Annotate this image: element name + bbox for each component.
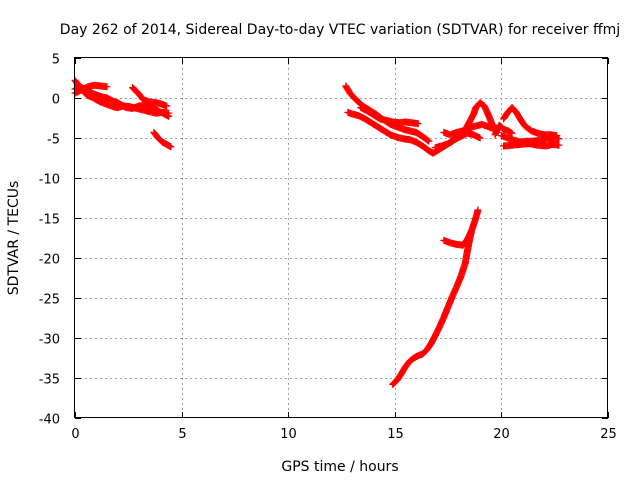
x-tick-label: 10 [280,427,297,442]
x-tick-label: 0 [71,427,79,442]
axis-ticks [75,58,609,419]
data-point [163,102,171,110]
x-tick-label: 5 [178,427,186,442]
y-tick-label: -25 [39,293,60,308]
data-series-arc-11 [491,121,516,139]
data-series-arc-14 [497,132,563,146]
y-tick-label: -35 [39,373,60,388]
data-series-arc-12 [500,104,561,140]
data-point [103,83,111,91]
data-point [476,134,484,142]
data-series-arc-5 [150,128,175,151]
x-tick-label: 15 [387,427,404,442]
y-tick-label: -40 [39,413,60,428]
data-point [424,137,432,145]
y-tick-label: -10 [39,173,60,188]
data-point [414,120,422,128]
data-point [167,143,175,151]
y-tick-label: -5 [47,133,60,148]
data-point [474,206,482,214]
data-point [508,129,516,137]
plot-frame [74,57,608,418]
data-series-arc-10 [431,129,484,152]
y-tick-labels: -40 -35 -30 -25 -20 -15 -10 -5 0 5 [39,53,60,428]
data-series [71,76,563,388]
x-axis-title: GPS time / hours [281,459,398,475]
data-series-arc-4 [129,84,171,110]
grid-lines [75,58,608,418]
x-tick-label: 25 [600,427,617,442]
data-point [555,135,563,143]
data-point [165,112,173,120]
chart-title: Day 262 of 2014, Sidereal Day-to-day VTE… [60,22,620,38]
y-tick-label: -15 [39,213,60,228]
data-series-arc-3 [71,81,111,97]
y-tick-label: 0 [52,93,60,108]
x-tick-label: 20 [493,427,510,442]
y-tick-label: -30 [39,333,60,348]
y-tick-label: 5 [52,53,60,68]
x-tick-labels: 0 5 10 15 20 25 [71,427,616,442]
data-point [425,137,433,145]
y-axis-title: SDTVAR / TECUs [6,181,22,296]
data-series-arc-16 [440,227,476,249]
y-tick-label: -20 [39,253,60,268]
data-point [555,141,563,149]
data-point [468,227,476,235]
data-series-arc-8 [357,104,422,128]
data-series-arc-9 [440,120,499,139]
